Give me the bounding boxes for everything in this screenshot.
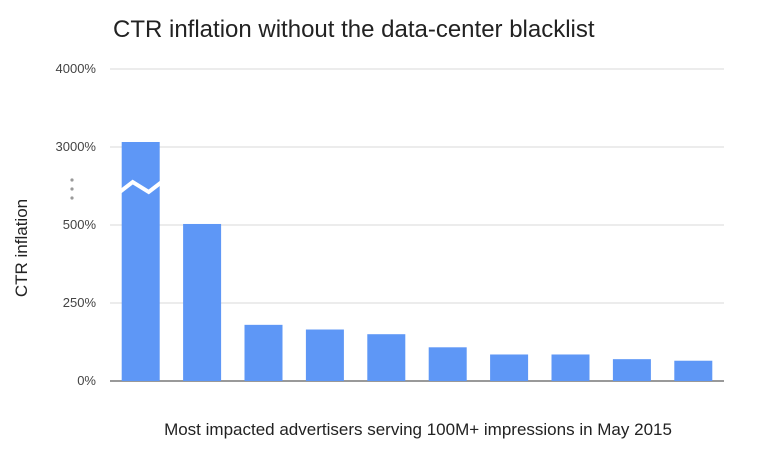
y-tick-label: 0% — [77, 373, 96, 388]
axis-break-marks — [70, 178, 74, 200]
y-tick-labels: 0% 250% 500% 3000% 4000% — [56, 61, 97, 388]
bar — [121, 142, 160, 381]
y-tick-label: 4000% — [56, 61, 97, 76]
bar — [367, 334, 406, 381]
axis-break-dot — [70, 196, 74, 200]
bar — [183, 223, 222, 381]
bar-break-mark — [118, 179, 163, 195]
chart-title: CTR inflation without the data-center bl… — [113, 16, 595, 43]
bar — [428, 347, 467, 381]
bar — [674, 360, 713, 381]
y-tick-label: 3000% — [56, 139, 97, 154]
axis-break-dot — [70, 187, 74, 191]
bar — [612, 359, 651, 381]
y-tick-label: 500% — [63, 217, 97, 232]
y-tick-label: 250% — [63, 295, 97, 310]
bar — [305, 329, 344, 381]
x-axis-label: Most impacted advertisers serving 100M+ … — [164, 420, 672, 439]
bar — [551, 354, 590, 381]
y-axis-label: CTR inflation — [12, 198, 31, 298]
bar — [490, 354, 529, 381]
bars — [118, 142, 713, 381]
axis-break-dot — [70, 178, 74, 182]
bar — [244, 324, 283, 381]
